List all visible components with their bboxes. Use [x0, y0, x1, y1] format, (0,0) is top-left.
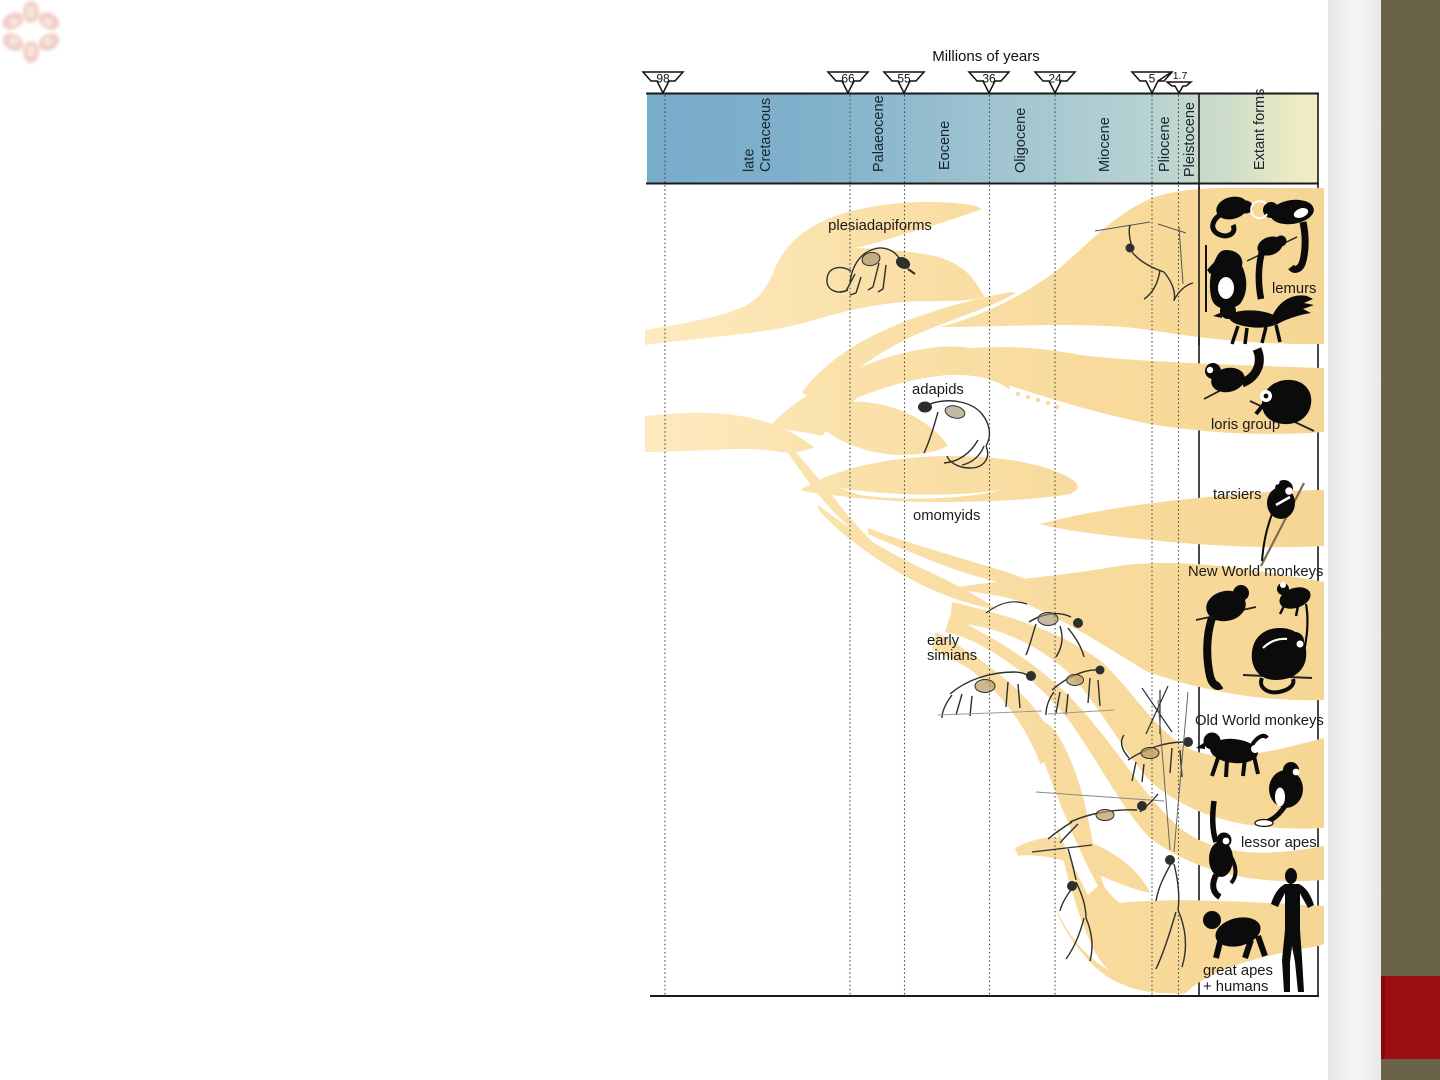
- svg-text:36: 36: [982, 72, 996, 86]
- svg-text:5: 5: [1149, 72, 1156, 86]
- svg-text:omomyids: omomyids: [913, 508, 980, 524]
- svg-text:+ humans: + humans: [1203, 979, 1268, 995]
- svg-text:Oligocene: Oligocene: [1013, 108, 1029, 173]
- svg-text:lemurs: lemurs: [1272, 281, 1316, 297]
- svg-text:simians: simians: [927, 648, 977, 664]
- svg-text:lessor apes: lessor apes: [1241, 835, 1317, 851]
- svg-text:loris group: loris group: [1211, 417, 1280, 433]
- svg-text:1.7: 1.7: [1173, 70, 1188, 82]
- svg-text:tarsiers: tarsiers: [1213, 487, 1262, 503]
- svg-text:great apes: great apes: [1203, 963, 1273, 979]
- svg-text:Old World monkeys: Old World monkeys: [1195, 713, 1324, 729]
- svg-text:66: 66: [841, 72, 855, 86]
- svg-text:98: 98: [656, 72, 670, 86]
- svg-text:Pleistocene: Pleistocene: [1182, 102, 1198, 177]
- svg-text:adapids: adapids: [912, 382, 964, 398]
- svg-text:New World monkeys: New World monkeys: [1188, 564, 1323, 580]
- svg-text:Pliocene: Pliocene: [1157, 116, 1173, 172]
- svg-text:55: 55: [897, 72, 911, 86]
- svg-text:late: late: [742, 149, 758, 172]
- svg-text:Extant forms: Extant forms: [1252, 89, 1268, 170]
- svg-text:plesiadapiforms: plesiadapiforms: [828, 218, 932, 234]
- svg-text:Eocene: Eocene: [937, 121, 953, 170]
- svg-text:early: early: [927, 633, 960, 649]
- svg-text:Palaeocene: Palaeocene: [871, 95, 887, 172]
- svg-text:Miocene: Miocene: [1097, 117, 1113, 172]
- svg-text:24: 24: [1048, 72, 1062, 86]
- svg-text:Millions of years: Millions of years: [932, 48, 1040, 65]
- svg-text:Cretaceous: Cretaceous: [758, 98, 774, 172]
